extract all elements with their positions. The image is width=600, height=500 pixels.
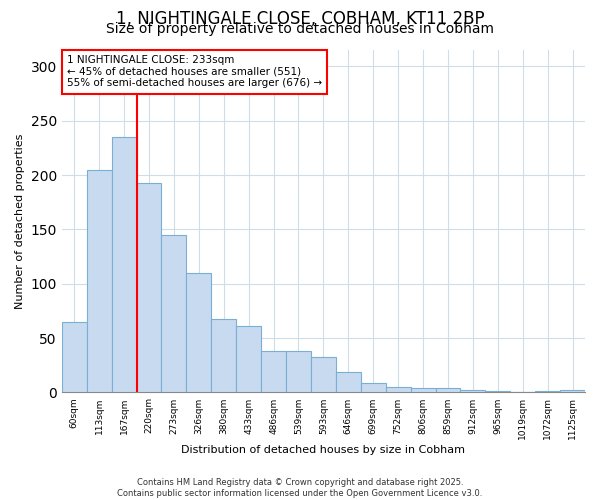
- Text: 1, NIGHTINGALE CLOSE, COBHAM, KT11 2BP: 1, NIGHTINGALE CLOSE, COBHAM, KT11 2BP: [116, 10, 484, 28]
- Bar: [211, 318, 236, 392]
- Bar: [460, 390, 485, 392]
- Bar: [62, 322, 87, 392]
- Bar: [560, 390, 585, 392]
- Bar: [286, 351, 311, 393]
- Bar: [410, 388, 436, 392]
- Bar: [436, 388, 460, 392]
- Bar: [187, 273, 211, 392]
- Text: Contains HM Land Registry data © Crown copyright and database right 2025.
Contai: Contains HM Land Registry data © Crown c…: [118, 478, 482, 498]
- Bar: [261, 351, 286, 393]
- Bar: [112, 137, 137, 392]
- Bar: [87, 170, 112, 392]
- Text: Size of property relative to detached houses in Cobham: Size of property relative to detached ho…: [106, 22, 494, 36]
- Bar: [311, 356, 336, 392]
- Text: 1 NIGHTINGALE CLOSE: 233sqm
← 45% of detached houses are smaller (551)
55% of se: 1 NIGHTINGALE CLOSE: 233sqm ← 45% of det…: [67, 55, 322, 88]
- Bar: [386, 387, 410, 392]
- Bar: [236, 326, 261, 392]
- Bar: [137, 182, 161, 392]
- Bar: [336, 372, 361, 392]
- Bar: [161, 235, 187, 392]
- Y-axis label: Number of detached properties: Number of detached properties: [15, 134, 25, 309]
- X-axis label: Distribution of detached houses by size in Cobham: Distribution of detached houses by size …: [181, 445, 466, 455]
- Bar: [361, 382, 386, 392]
